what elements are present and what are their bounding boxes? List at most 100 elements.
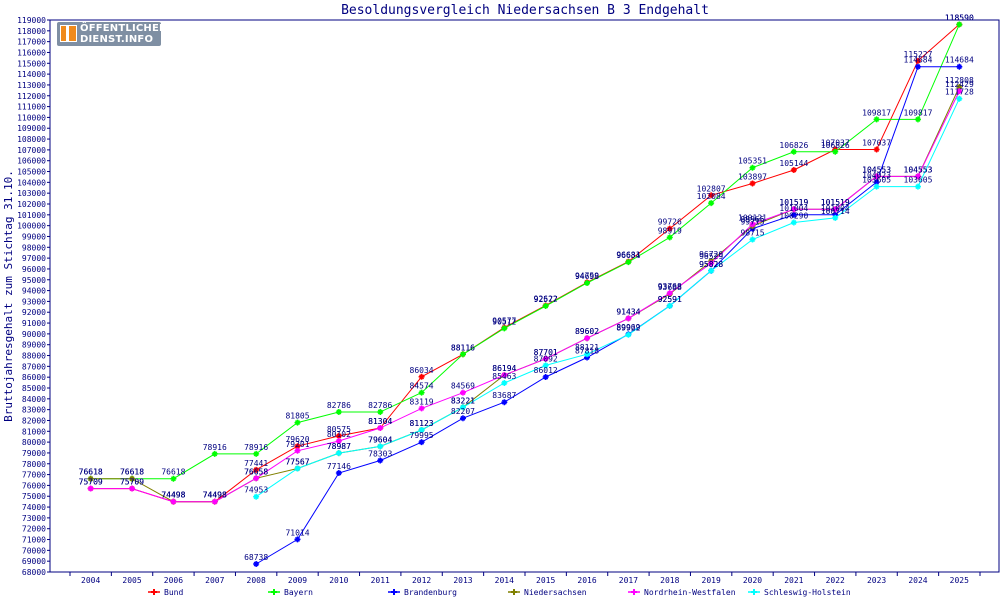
data-point [335, 432, 342, 439]
y-tick-label: 80000 [22, 438, 46, 447]
y-tick-label: 112000 [17, 92, 46, 101]
data-label: 76618 [79, 468, 103, 477]
data-point [584, 335, 591, 342]
data-label: 81123 [410, 419, 434, 428]
data-label: 81304 [368, 417, 392, 426]
x-tick-label: 2024 [908, 576, 927, 585]
data-label: 102807 [697, 184, 726, 193]
data-label: 89602 [575, 327, 599, 336]
data-point [666, 290, 673, 297]
data-point [708, 260, 715, 267]
y-tick-label: 75000 [22, 492, 46, 501]
data-point [625, 259, 632, 266]
data-point [956, 95, 963, 102]
data-label: 85463 [492, 372, 516, 381]
data-label: 79604 [368, 435, 392, 444]
data-label: 92577 [534, 295, 558, 304]
data-point [914, 116, 921, 123]
data-label: 92591 [658, 295, 682, 304]
y-tick-label: 107000 [17, 146, 46, 155]
y-tick-label: 108000 [17, 135, 46, 144]
data-label: 74498 [203, 491, 227, 500]
data-label: 92591 [658, 295, 682, 304]
data-point [501, 379, 508, 386]
data-point [625, 331, 632, 338]
data-label: 82786 [327, 401, 351, 410]
y-tick-label: 115000 [17, 59, 46, 68]
series-line-nordrhein-westfalen [90, 90, 960, 503]
data-label: 86194 [492, 364, 516, 373]
y-tick-label: 70000 [22, 546, 46, 555]
data-point [956, 63, 963, 70]
data-point [873, 183, 880, 190]
data-label: 75709 [79, 478, 103, 487]
data-label: 100121 [738, 213, 767, 222]
data-point [542, 302, 549, 309]
y-tick-label: 73000 [22, 514, 46, 523]
data-point [294, 465, 301, 472]
data-label: 89602 [575, 327, 599, 336]
y-tick-label: 103000 [17, 189, 46, 198]
data-label: 75709 [120, 478, 144, 487]
data-label: 109817 [862, 108, 891, 117]
data-point [708, 192, 715, 199]
data-label: 78987 [327, 442, 351, 451]
x-tick-label: 2021 [784, 576, 803, 585]
data-label: 87701 [534, 348, 558, 357]
data-point [956, 84, 963, 91]
y-tick-label: 85000 [22, 384, 46, 393]
y-tick-label: 116000 [17, 48, 46, 57]
data-point [418, 373, 425, 380]
y-tick-label: 105000 [17, 168, 46, 177]
data-point [501, 399, 508, 406]
data-label: 83119 [410, 397, 434, 406]
logo-line-2: DIENST.INFO [80, 34, 154, 45]
data-label: 94698 [575, 272, 599, 281]
y-tick-label: 84000 [22, 395, 46, 404]
data-label: 90577 [492, 317, 516, 326]
data-label: 118590 [945, 13, 974, 22]
data-label: 112429 [945, 80, 974, 89]
data-point [832, 148, 839, 155]
data-label: 104553 [904, 165, 933, 174]
data-point [584, 351, 591, 358]
series-line-brandenburg [255, 66, 960, 565]
data-label: 89922 [616, 324, 640, 333]
y-tick-label: 106000 [17, 157, 46, 166]
legend-marker [151, 589, 157, 595]
data-label: 100290 [779, 212, 808, 221]
data-label: 109817 [904, 108, 933, 117]
data-label: 101519 [779, 198, 808, 207]
legend-marker [751, 589, 757, 595]
x-tick-label: 2013 [453, 576, 472, 585]
data-point [377, 443, 384, 450]
y-tick-label: 87000 [22, 362, 46, 371]
y-tick-label: 79000 [22, 449, 46, 458]
data-point [418, 405, 425, 412]
y-tick-label: 98000 [22, 243, 46, 252]
data-label: 88116 [451, 343, 475, 352]
y-tick-label: 100000 [17, 222, 46, 231]
data-point [335, 408, 342, 415]
x-tick-label: 2015 [536, 576, 555, 585]
data-point [873, 146, 880, 153]
y-tick-label: 68000 [22, 568, 46, 577]
data-label: 74498 [161, 491, 185, 500]
data-label: 86012 [534, 366, 558, 375]
data-point [501, 372, 508, 379]
data-label: 99715 [740, 218, 764, 227]
data-label: 101004 [779, 204, 808, 213]
legend-marker [271, 589, 277, 595]
data-point [666, 234, 673, 241]
data-label: 74498 [203, 491, 227, 500]
data-label: 105144 [779, 159, 808, 168]
data-label: 89969 [616, 323, 640, 332]
x-tick-label: 2011 [371, 576, 390, 585]
y-tick-label: 96000 [22, 265, 46, 274]
data-label: 74498 [203, 491, 227, 500]
data-point [418, 389, 425, 396]
data-label: 83221 [451, 396, 475, 405]
y-tick-label: 74000 [22, 503, 46, 512]
data-point [749, 180, 756, 187]
data-label: 74498 [161, 491, 185, 500]
